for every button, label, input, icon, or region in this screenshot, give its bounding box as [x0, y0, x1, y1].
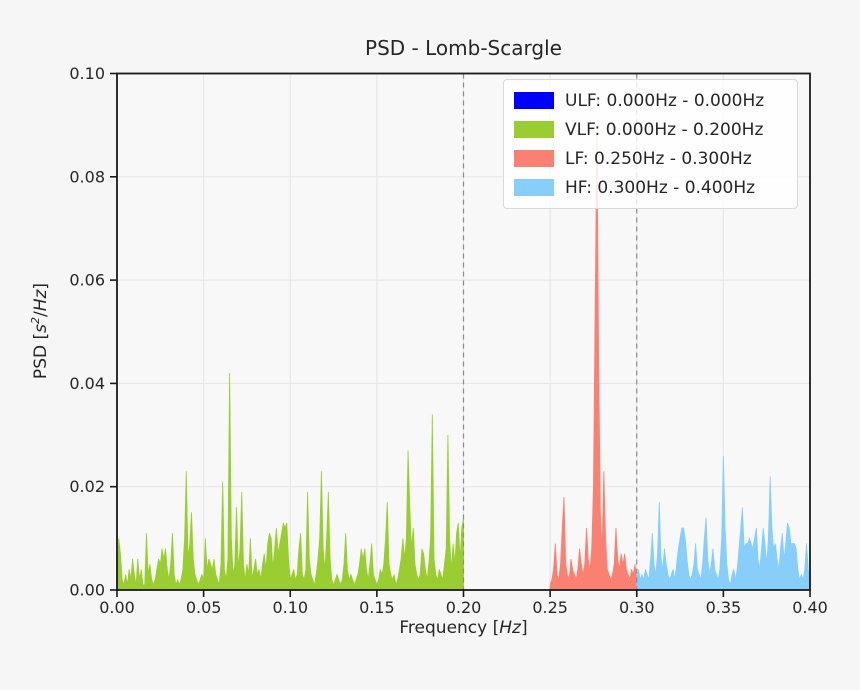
- lf-band-area: [549, 125, 638, 591]
- chart-title: PSD - Lomb-Scargle: [365, 36, 562, 60]
- vlf-band-area: [116, 373, 464, 591]
- legend-label-hf: HF: 0.300Hz - 0.400Hz: [565, 177, 756, 198]
- x-tick-label: 0.00: [99, 598, 135, 617]
- legend-swatch-vlf: [514, 121, 554, 138]
- y-tick-label: 0.02: [69, 477, 105, 496]
- x-tick-label: 0.05: [186, 598, 222, 617]
- legend-row-vlf: VLF: 0.000Hz - 0.200Hz: [514, 116, 787, 143]
- x-axis-label-suffix: ]: [520, 618, 528, 638]
- legend-swatch-hf: [514, 179, 554, 196]
- x-axis-label: Frequency [Hz]: [117, 618, 810, 638]
- y-tick-label: 0.08: [69, 167, 105, 186]
- y-tick-label: 0.10: [69, 64, 105, 83]
- tick-labels: 0.00 0.05 0.10 0.15 0.20 0.25 0.30 0.35 0.40 0.00…: [69, 64, 827, 617]
- legend-swatch-ulf: [514, 92, 554, 109]
- y-axis-label-suffix: ]: [30, 282, 51, 290]
- x-tick-label: 0.40: [792, 598, 828, 617]
- legend-swatch-lf: [514, 150, 554, 167]
- y-axis-label-text: PSD [: [30, 332, 51, 380]
- x-axis-label-text: Frequency [: [399, 618, 500, 638]
- y-tick-label: 0.04: [69, 374, 105, 393]
- y-axis-unit-divider: /: [30, 311, 51, 318]
- y-axis-unit-exponent: 2: [29, 317, 43, 325]
- x-tick-label: 0.15: [359, 598, 395, 617]
- legend-row-hf: HF: 0.300Hz - 0.400Hz: [514, 174, 787, 201]
- legend-row-lf: LF: 0.250Hz - 0.300Hz: [514, 145, 787, 172]
- x-tick-label: 0.35: [706, 598, 742, 617]
- y-axis-unit: Hz: [30, 289, 51, 312]
- x-axis-unit: Hz: [499, 618, 521, 638]
- x-tick-label: 0.10: [272, 598, 308, 617]
- hf-band-area: [636, 455, 811, 591]
- x-tick-label: 0.25: [532, 598, 568, 617]
- y-tick-label: 0.00: [69, 581, 105, 600]
- y-axis-unit-base: s: [30, 324, 51, 333]
- ticks: [110, 72, 811, 597]
- legend-row-ulf: ULF: 0.000Hz - 0.000Hz: [514, 87, 787, 114]
- legend-label-lf: LF: 0.250Hz - 0.300Hz: [565, 148, 752, 169]
- legend: ULF: 0.000Hz - 0.000Hz VLF: 0.000Hz - 0.…: [503, 79, 798, 209]
- legend-label-ulf: ULF: 0.000Hz - 0.000Hz: [565, 90, 765, 111]
- x-tick-label: 0.20: [446, 598, 482, 617]
- y-tick-label: 0.06: [69, 271, 105, 290]
- x-tick-label: 0.30: [619, 598, 655, 617]
- legend-label-vlf: VLF: 0.000Hz - 0.200Hz: [565, 119, 764, 140]
- y-axis-label: PSD [s2/Hz]: [29, 283, 51, 379]
